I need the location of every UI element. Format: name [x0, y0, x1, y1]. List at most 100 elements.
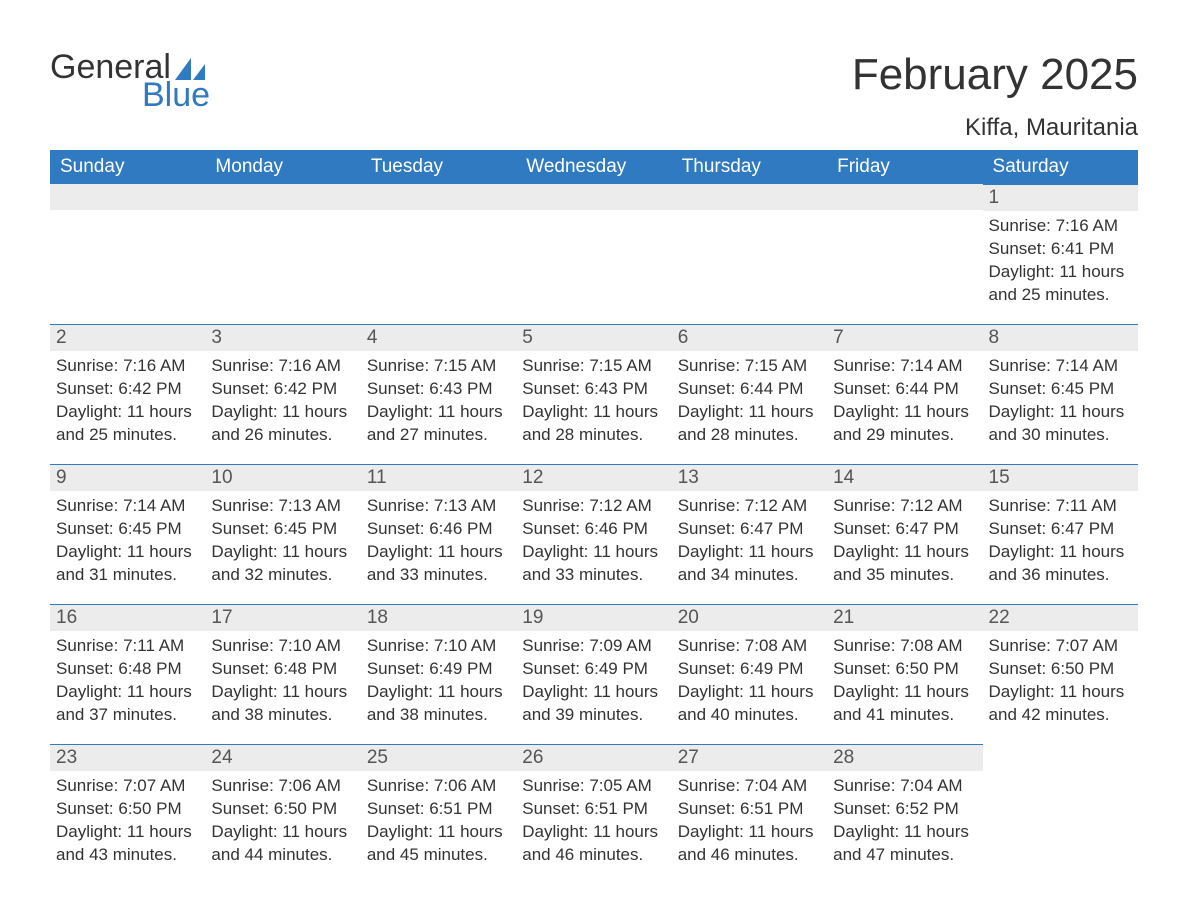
- daylight-text: Daylight: 11 hours and 31 minutes.: [56, 541, 199, 587]
- calendar-cell: 19Sunrise: 7:09 AMSunset: 6:49 PMDayligh…: [516, 604, 671, 744]
- daylight-text: Daylight: 11 hours and 37 minutes.: [56, 681, 199, 727]
- day-number: 3: [205, 324, 360, 351]
- day-header: Saturday: [983, 150, 1138, 184]
- daylight-text: Daylight: 11 hours and 27 minutes.: [367, 401, 510, 447]
- sunrise-text: Sunrise: 7:06 AM: [367, 775, 510, 798]
- location-label: Kiffa, Mauritania: [852, 114, 1138, 142]
- daylight-text: Daylight: 11 hours and 25 minutes.: [56, 401, 199, 447]
- calendar-cell: 6Sunrise: 7:15 AMSunset: 6:44 PMDaylight…: [672, 324, 827, 464]
- daylight-text: Daylight: 11 hours and 46 minutes.: [522, 821, 665, 867]
- day-details: Sunrise: 7:12 AMSunset: 6:47 PMDaylight:…: [672, 491, 827, 597]
- sunset-text: Sunset: 6:45 PM: [989, 378, 1132, 401]
- logo-sail-icon: [175, 58, 205, 80]
- sunset-text: Sunset: 6:43 PM: [367, 378, 510, 401]
- sunset-text: Sunset: 6:45 PM: [56, 518, 199, 541]
- calendar-body: 1Sunrise: 7:16 AMSunset: 6:41 PMDaylight…: [50, 184, 1138, 884]
- calendar-cell: [827, 184, 982, 324]
- day-number: 7: [827, 324, 982, 351]
- day-details: Sunrise: 7:08 AMSunset: 6:49 PMDaylight:…: [672, 631, 827, 737]
- sunrise-text: Sunrise: 7:12 AM: [678, 495, 821, 518]
- calendar-cell: 7Sunrise: 7:14 AMSunset: 6:44 PMDaylight…: [827, 324, 982, 464]
- daylight-text: Daylight: 11 hours and 38 minutes.: [367, 681, 510, 727]
- sunrise-text: Sunrise: 7:11 AM: [989, 495, 1132, 518]
- calendar-cell: [672, 184, 827, 324]
- sunrise-text: Sunrise: 7:14 AM: [989, 355, 1132, 378]
- sunrise-text: Sunrise: 7:07 AM: [989, 635, 1132, 658]
- sunset-text: Sunset: 6:46 PM: [522, 518, 665, 541]
- calendar-cell: 20Sunrise: 7:08 AMSunset: 6:49 PMDayligh…: [672, 604, 827, 744]
- logo-text-blue: Blue: [142, 78, 210, 112]
- day-details: Sunrise: 7:15 AMSunset: 6:43 PMDaylight:…: [361, 351, 516, 457]
- sunrise-text: Sunrise: 7:04 AM: [833, 775, 976, 798]
- empty-day-bar: [361, 184, 516, 210]
- month-title: February 2025: [852, 50, 1138, 100]
- daylight-text: Daylight: 11 hours and 25 minutes.: [989, 261, 1132, 307]
- day-number: 28: [827, 744, 982, 771]
- day-details: Sunrise: 7:13 AMSunset: 6:46 PMDaylight:…: [361, 491, 516, 597]
- sunset-text: Sunset: 6:49 PM: [678, 658, 821, 681]
- page-header: General Blue February 2025 Kiffa, Maurit…: [50, 50, 1138, 142]
- sunset-text: Sunset: 6:49 PM: [522, 658, 665, 681]
- day-number: 8: [983, 324, 1138, 351]
- day-number: 18: [361, 604, 516, 631]
- calendar-cell: [205, 184, 360, 324]
- sunrise-text: Sunrise: 7:13 AM: [367, 495, 510, 518]
- sunset-text: Sunset: 6:44 PM: [678, 378, 821, 401]
- daylight-text: Daylight: 11 hours and 33 minutes.: [522, 541, 665, 587]
- calendar-cell: 27Sunrise: 7:04 AMSunset: 6:51 PMDayligh…: [672, 744, 827, 884]
- day-details: Sunrise: 7:14 AMSunset: 6:44 PMDaylight:…: [827, 351, 982, 457]
- daylight-text: Daylight: 11 hours and 33 minutes.: [367, 541, 510, 587]
- day-number: 12: [516, 464, 671, 491]
- calendar-cell: 24Sunrise: 7:06 AMSunset: 6:50 PMDayligh…: [205, 744, 360, 884]
- day-details: Sunrise: 7:16 AMSunset: 6:41 PMDaylight:…: [983, 211, 1138, 317]
- daylight-text: Daylight: 11 hours and 46 minutes.: [678, 821, 821, 867]
- calendar-cell: 5Sunrise: 7:15 AMSunset: 6:43 PMDaylight…: [516, 324, 671, 464]
- daylight-text: Daylight: 11 hours and 44 minutes.: [211, 821, 354, 867]
- daylight-text: Daylight: 11 hours and 32 minutes.: [211, 541, 354, 587]
- calendar-cell: 25Sunrise: 7:06 AMSunset: 6:51 PMDayligh…: [361, 744, 516, 884]
- day-header: Thursday: [672, 150, 827, 184]
- calendar-cell: 23Sunrise: 7:07 AMSunset: 6:50 PMDayligh…: [50, 744, 205, 884]
- sunrise-text: Sunrise: 7:16 AM: [989, 215, 1132, 238]
- sunrise-text: Sunrise: 7:09 AM: [522, 635, 665, 658]
- sunset-text: Sunset: 6:51 PM: [367, 798, 510, 821]
- empty-day-bar: [827, 184, 982, 210]
- day-details: Sunrise: 7:10 AMSunset: 6:49 PMDaylight:…: [361, 631, 516, 737]
- day-number: 10: [205, 464, 360, 491]
- day-details: Sunrise: 7:14 AMSunset: 6:45 PMDaylight:…: [50, 491, 205, 597]
- sunrise-text: Sunrise: 7:13 AM: [211, 495, 354, 518]
- calendar-table: SundayMondayTuesdayWednesdayThursdayFrid…: [50, 150, 1138, 884]
- sunset-text: Sunset: 6:47 PM: [678, 518, 821, 541]
- day-details: Sunrise: 7:09 AMSunset: 6:49 PMDaylight:…: [516, 631, 671, 737]
- daylight-text: Daylight: 11 hours and 41 minutes.: [833, 681, 976, 727]
- empty-day-bar: [50, 184, 205, 210]
- daylight-text: Daylight: 11 hours and 47 minutes.: [833, 821, 976, 867]
- day-number: 23: [50, 744, 205, 771]
- calendar-cell: 26Sunrise: 7:05 AMSunset: 6:51 PMDayligh…: [516, 744, 671, 884]
- calendar-cell: 16Sunrise: 7:11 AMSunset: 6:48 PMDayligh…: [50, 604, 205, 744]
- logo-top-row: General: [50, 50, 210, 84]
- calendar-cell: [361, 184, 516, 324]
- daylight-text: Daylight: 11 hours and 35 minutes.: [833, 541, 976, 587]
- sunset-text: Sunset: 6:44 PM: [833, 378, 976, 401]
- empty-day-bar: [672, 184, 827, 210]
- sunrise-text: Sunrise: 7:16 AM: [56, 355, 199, 378]
- calendar-cell: 1Sunrise: 7:16 AMSunset: 6:41 PMDaylight…: [983, 184, 1138, 324]
- sunrise-text: Sunrise: 7:14 AM: [833, 355, 976, 378]
- day-number: 24: [205, 744, 360, 771]
- sunset-text: Sunset: 6:50 PM: [56, 798, 199, 821]
- sunrise-text: Sunrise: 7:15 AM: [367, 355, 510, 378]
- day-number: 16: [50, 604, 205, 631]
- calendar-cell: 22Sunrise: 7:07 AMSunset: 6:50 PMDayligh…: [983, 604, 1138, 744]
- day-details: Sunrise: 7:12 AMSunset: 6:46 PMDaylight:…: [516, 491, 671, 597]
- calendar-week: 2Sunrise: 7:16 AMSunset: 6:42 PMDaylight…: [50, 324, 1138, 464]
- calendar-cell: 28Sunrise: 7:04 AMSunset: 6:52 PMDayligh…: [827, 744, 982, 884]
- day-details: Sunrise: 7:10 AMSunset: 6:48 PMDaylight:…: [205, 631, 360, 737]
- day-details: Sunrise: 7:13 AMSunset: 6:45 PMDaylight:…: [205, 491, 360, 597]
- sunset-text: Sunset: 6:50 PM: [211, 798, 354, 821]
- calendar-cell: 8Sunrise: 7:14 AMSunset: 6:45 PMDaylight…: [983, 324, 1138, 464]
- daylight-text: Daylight: 11 hours and 26 minutes.: [211, 401, 354, 447]
- daylight-text: Daylight: 11 hours and 40 minutes.: [678, 681, 821, 727]
- calendar-cell: 2Sunrise: 7:16 AMSunset: 6:42 PMDaylight…: [50, 324, 205, 464]
- sunrise-text: Sunrise: 7:05 AM: [522, 775, 665, 798]
